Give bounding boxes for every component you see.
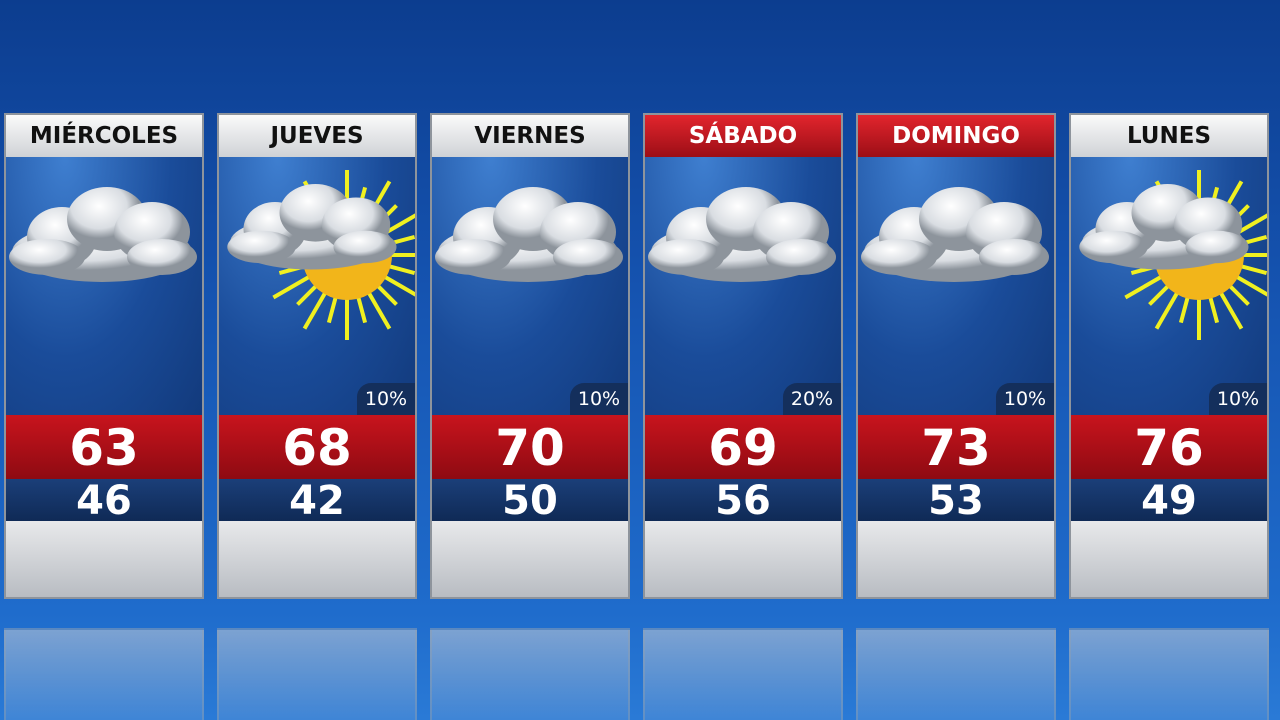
weather-icon-area: 10% (219, 157, 415, 415)
card-base (645, 521, 841, 597)
weather-icon (227, 170, 415, 340)
card-reflection (4, 628, 204, 720)
weather-icon (9, 187, 197, 282)
day-card: LUNES 10% 76 49 (1069, 113, 1269, 599)
day-name: JUEVES (219, 115, 415, 157)
weather-icon-area: 20% (645, 157, 841, 415)
low-temp: 46 (6, 479, 202, 523)
card-base (6, 521, 202, 597)
card-reflection (643, 628, 843, 720)
high-temp: 70 (432, 415, 628, 479)
card-reflection (217, 628, 417, 720)
card-base (1071, 521, 1267, 597)
day-name: VIERNES (432, 115, 628, 157)
precip-chance: 10% (570, 383, 628, 415)
weather-icon-area: 10% (858, 157, 1054, 415)
card-base (858, 521, 1054, 597)
weather-icon (435, 187, 623, 282)
day-card: VIERNES 10% 70 50 (430, 113, 630, 599)
day-card: SÁBADO 20% 69 56 (643, 113, 843, 599)
day-card: DOMINGO 10% 73 53 (856, 113, 1056, 599)
precip-chance: 10% (1209, 383, 1267, 415)
day-card: MIÉRCOLES 63 46 (4, 113, 204, 599)
card-base (219, 521, 415, 597)
weather-icon-area: 10% (432, 157, 628, 415)
precip-chance: 10% (357, 383, 415, 415)
card-reflection (430, 628, 630, 720)
weather-icon-area (6, 157, 202, 415)
day-name: SÁBADO (645, 115, 841, 157)
weather-icon (1079, 170, 1267, 340)
day-name: LUNES (1071, 115, 1267, 157)
high-temp: 73 (858, 415, 1054, 479)
day-name: MIÉRCOLES (6, 115, 202, 157)
precip-chance: 10% (996, 383, 1054, 415)
precip-chance: 20% (783, 383, 841, 415)
weather-icon (861, 187, 1049, 282)
card-reflection (1069, 628, 1269, 720)
low-temp: 49 (1071, 479, 1267, 523)
high-temp: 69 (645, 415, 841, 479)
low-temp: 56 (645, 479, 841, 523)
low-temp: 50 (432, 479, 628, 523)
high-temp: 76 (1071, 415, 1267, 479)
card-base (432, 521, 628, 597)
day-name: DOMINGO (858, 115, 1054, 157)
high-temp: 68 (219, 415, 415, 479)
day-card: JUEVES 10% 68 42 (217, 113, 417, 599)
low-temp: 53 (858, 479, 1054, 523)
weather-icon (648, 187, 836, 282)
card-reflection (856, 628, 1056, 720)
low-temp: 42 (219, 479, 415, 523)
high-temp: 63 (6, 415, 202, 479)
weather-icon-area: 10% (1071, 157, 1267, 415)
